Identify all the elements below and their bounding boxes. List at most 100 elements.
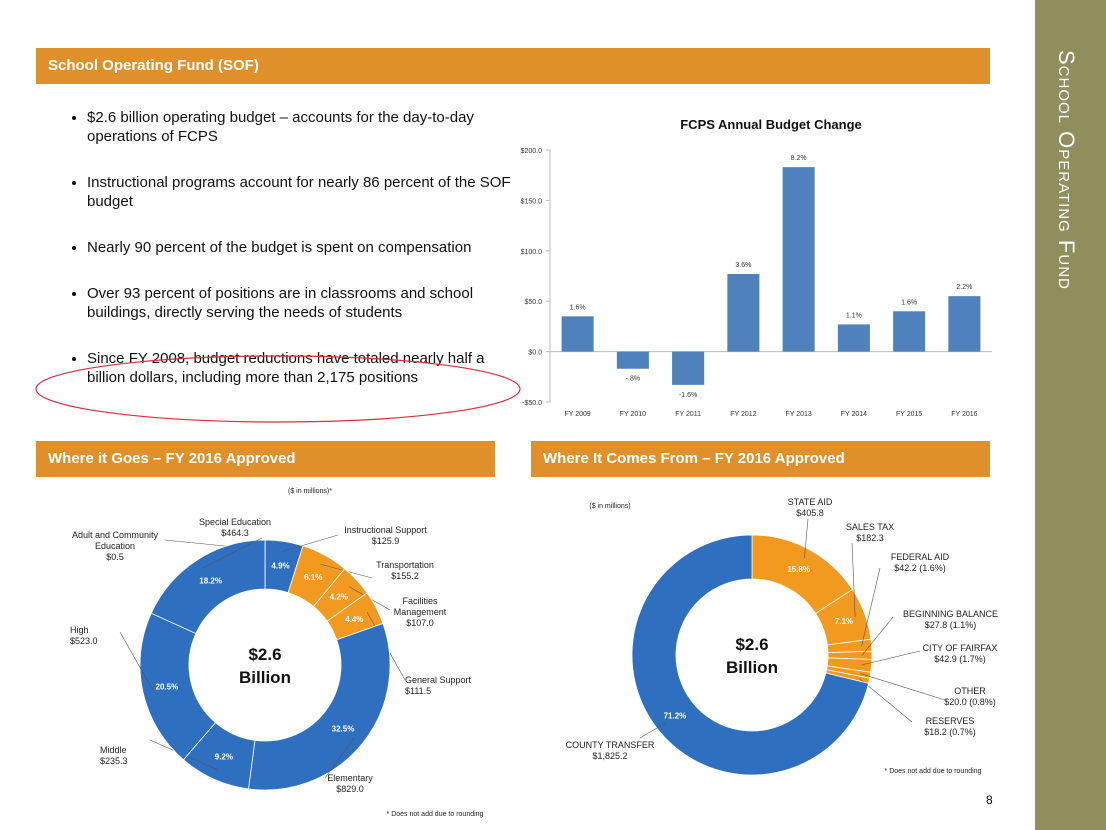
slice-label: 4.2% bbox=[330, 593, 348, 602]
callout-name: SALES TAX bbox=[845, 522, 895, 532]
callout-name: CITY OF FAIRFAX bbox=[922, 643, 998, 653]
x-tick-label: FY 2009 bbox=[564, 411, 590, 418]
leader-line bbox=[639, 722, 666, 739]
center-value: $2.6 bbox=[248, 645, 281, 664]
bar-annotation: 3.6% bbox=[735, 262, 751, 269]
leader-line bbox=[861, 567, 881, 647]
slice-label: 20.5% bbox=[156, 683, 179, 692]
bar-annotation: 1.6% bbox=[901, 299, 917, 306]
callout-amount: $0.5 bbox=[106, 552, 124, 562]
footnote: * Does not add due to rounding bbox=[387, 811, 484, 818]
x-tick-label: FY 2012 bbox=[730, 411, 756, 418]
note: ($ in millions) bbox=[589, 503, 630, 510]
side-bar: School Operating Fund bbox=[1035, 0, 1106, 830]
callout-amount: $125.9 bbox=[371, 536, 400, 546]
callout-name: BEGINNING BALANCE bbox=[902, 609, 999, 619]
bullet: Nearly 90 percent of the budget is spent… bbox=[87, 238, 527, 257]
x-tick-label: FY 2014 bbox=[841, 411, 867, 418]
bar bbox=[782, 167, 815, 352]
section-header: Where it Goes – FY 2016 Approved bbox=[36, 441, 495, 477]
chart-title: FCPS Annual Budget Change bbox=[680, 117, 862, 132]
y-tick-label: $0.0 bbox=[528, 350, 542, 357]
callout-name: Instructional Support bbox=[344, 525, 427, 535]
slice-label: 71.2% bbox=[664, 712, 687, 721]
callout: RESERVES $18.2 (0.7%) bbox=[910, 716, 990, 738]
callout-name: Special Education bbox=[198, 517, 272, 527]
callout: BEGINNING BALANCE $27.8 (1.1%) bbox=[888, 609, 1013, 631]
slice-label: 4.4% bbox=[345, 615, 363, 624]
callout-name: COUNTY TRANSFER bbox=[565, 740, 655, 750]
leader-line bbox=[324, 737, 355, 779]
callout-name: General Support bbox=[405, 675, 472, 685]
page-number: 8 bbox=[986, 793, 993, 807]
callout: STATE AID $405.8 bbox=[770, 497, 850, 519]
slice-label: 32.5% bbox=[332, 724, 355, 733]
leader-line bbox=[202, 537, 263, 569]
callout-name: Facilities Management bbox=[393, 596, 447, 617]
x-tick-label: FY 2016 bbox=[951, 411, 977, 418]
bar-annotation: -.8% bbox=[626, 376, 640, 383]
slice-label: 9.2% bbox=[215, 753, 233, 762]
callout: General Support $111.5 bbox=[405, 675, 480, 697]
y-tick-label: $100.0 bbox=[521, 249, 543, 256]
bar bbox=[948, 296, 981, 352]
highlight-ellipse bbox=[35, 355, 521, 423]
bar bbox=[561, 316, 594, 352]
slice-label: 6.1% bbox=[304, 573, 322, 582]
callout-amount: $20.0 (0.8%) bbox=[944, 697, 996, 707]
bar-annotation: 1.6% bbox=[570, 304, 586, 311]
bar-annotation: 8.2% bbox=[791, 155, 807, 162]
center-unit: Billion bbox=[726, 658, 778, 677]
leader-line bbox=[861, 650, 921, 666]
x-tick-label: FY 2011 bbox=[675, 411, 701, 418]
bar bbox=[893, 311, 926, 352]
callout: CITY OF FAIRFAX $42.9 (1.7%) bbox=[915, 643, 1005, 665]
y-tick-label: $50.0 bbox=[524, 299, 542, 306]
callout-name: Transportation bbox=[376, 560, 434, 570]
callout-amount: $182.3 bbox=[856, 533, 884, 543]
callout-amount: $235.3 bbox=[100, 756, 128, 766]
note: ($ in millions)* bbox=[288, 488, 332, 495]
donut-slice bbox=[248, 623, 391, 791]
slice-label: 4.9% bbox=[271, 562, 289, 571]
callout-name: Elementary bbox=[327, 773, 373, 783]
callout-amount: $42.2 (1.6%) bbox=[894, 563, 946, 573]
bar bbox=[672, 351, 705, 385]
bullet-list: $2.6 billion operating budget – accounts… bbox=[62, 108, 527, 414]
callout-amount: $42.9 (1.7%) bbox=[934, 654, 986, 664]
callout-amount: $405.8 bbox=[796, 508, 824, 518]
donut-slice bbox=[150, 539, 266, 635]
callout-amount: $155.2 bbox=[391, 571, 419, 581]
slice-label: 7.1% bbox=[835, 617, 853, 626]
bar bbox=[837, 324, 870, 352]
donut-slice bbox=[631, 534, 870, 776]
callout-amount: $18.2 (0.7%) bbox=[924, 727, 976, 737]
slide-header: School Operating Fund (SOF) bbox=[36, 48, 990, 84]
callout: Middle $235.3 bbox=[100, 745, 160, 767]
y-tick-label: $200.0 bbox=[521, 148, 543, 155]
x-tick-label: FY 2015 bbox=[896, 411, 922, 418]
bullet: Over 93 percent of positions are in clas… bbox=[87, 284, 527, 322]
x-tick-label: FY 2010 bbox=[620, 411, 646, 418]
leader-line bbox=[851, 542, 856, 617]
leader-line bbox=[860, 673, 946, 701]
callout-amount: $829.0 bbox=[336, 784, 364, 794]
callout-name: OTHER bbox=[954, 686, 986, 696]
callout: FEDERAL AID $42.2 (1.6%) bbox=[870, 552, 970, 574]
x-tick-label: FY 2013 bbox=[785, 411, 811, 418]
bullet: Since FY 2008, budget reductions have to… bbox=[87, 349, 527, 387]
callout-amount: $464.3 bbox=[221, 528, 249, 538]
callout-amount: $111.5 bbox=[405, 686, 432, 696]
callout: Special Education $464.3 bbox=[190, 517, 280, 539]
bar-annotation: 2.2% bbox=[956, 284, 972, 291]
footnote: * Does not add due to rounding bbox=[885, 768, 982, 775]
callout-amount: $27.8 (1.1%) bbox=[924, 620, 977, 630]
bullet: $2.6 billion operating budget – accounts… bbox=[87, 108, 527, 146]
bar-annotation: 1.1% bbox=[846, 312, 862, 319]
callout: COUNTY TRANSFER $1,825.2 bbox=[560, 740, 660, 762]
slice-label: 18.2% bbox=[199, 576, 222, 585]
callout: High $523.0 bbox=[70, 625, 130, 647]
callout: Adult and Community Education $0.5 bbox=[60, 530, 170, 563]
